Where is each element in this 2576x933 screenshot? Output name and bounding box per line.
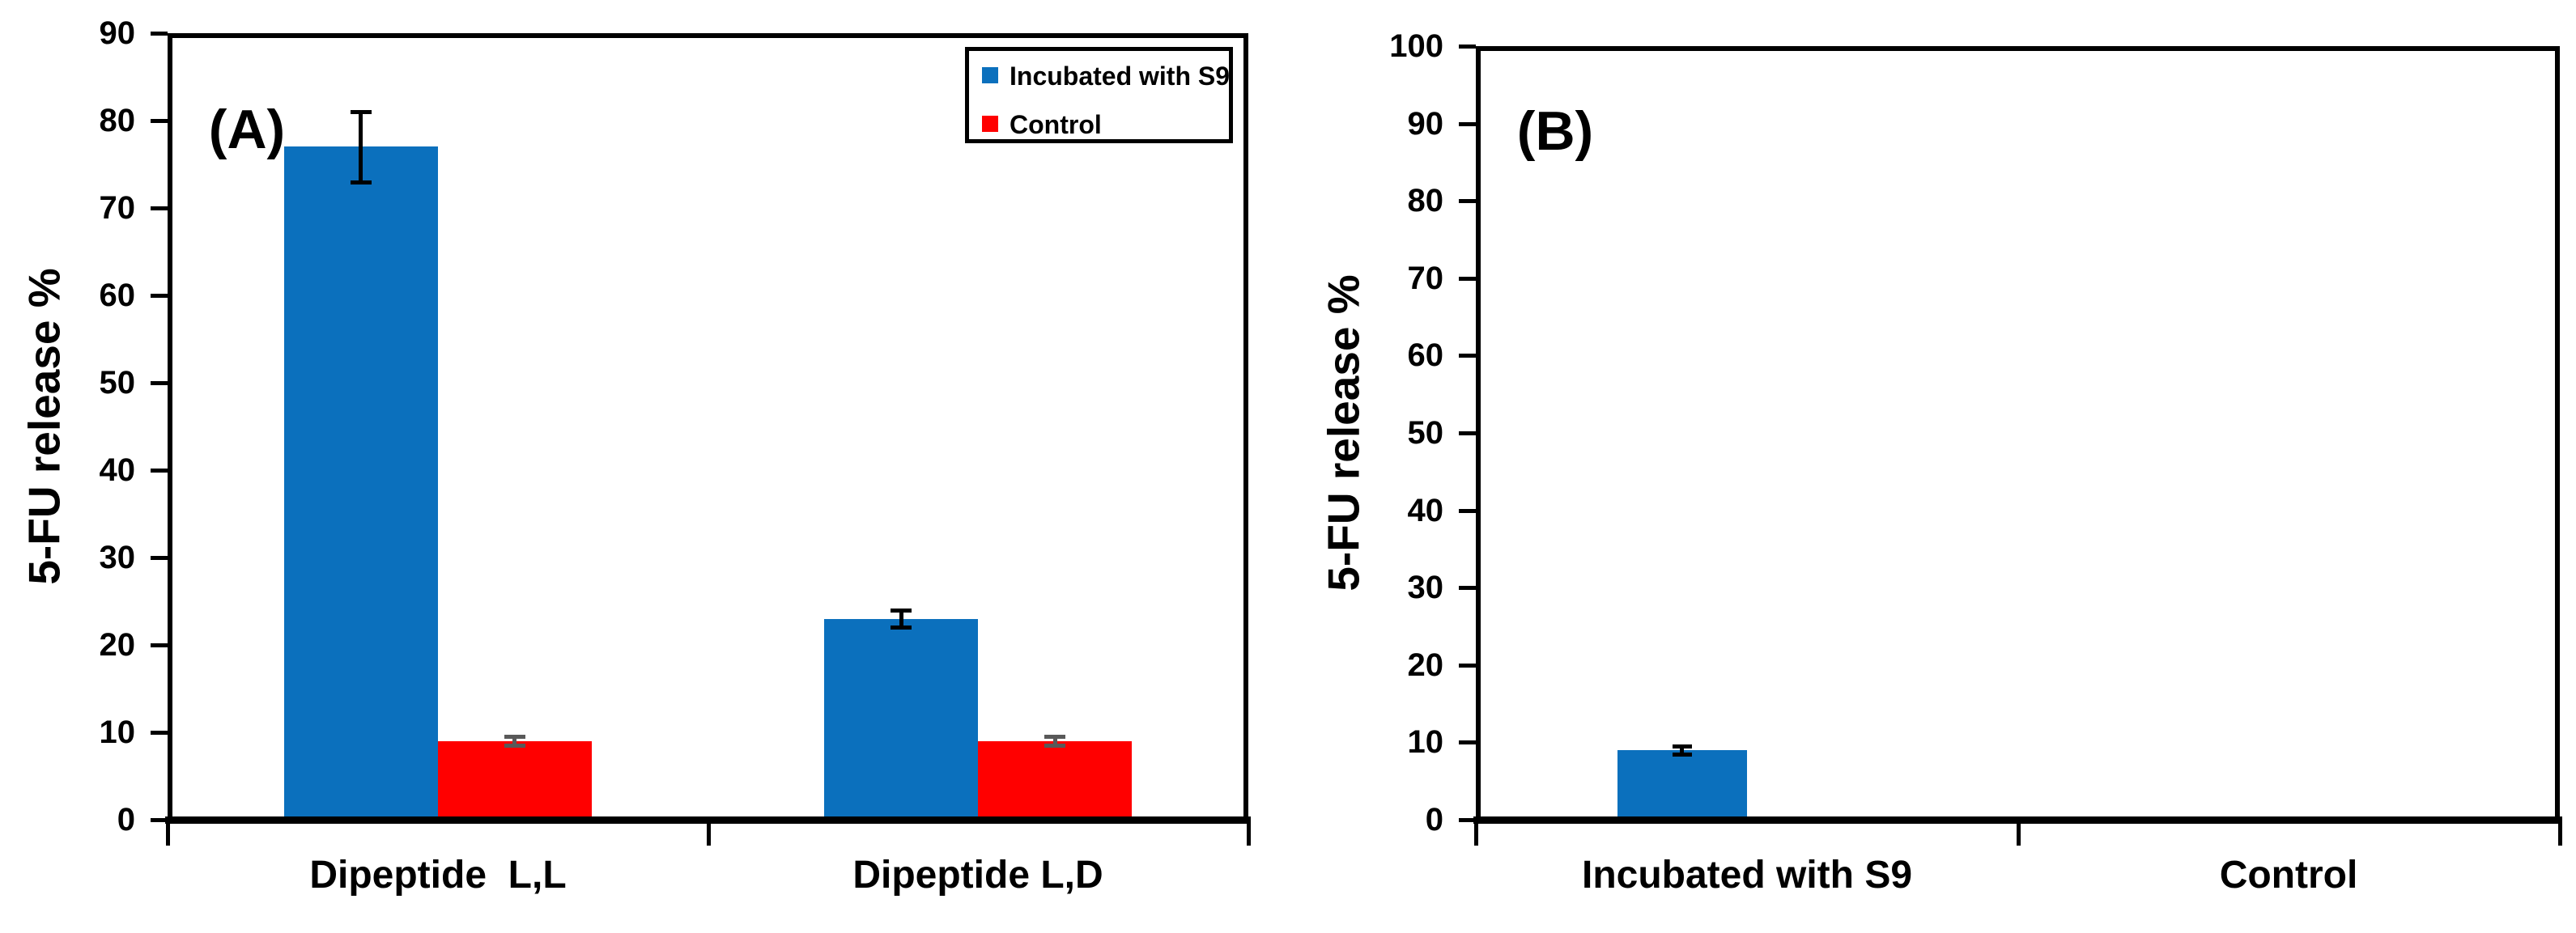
- panel-a-y-tick-label: 90: [99, 15, 136, 51]
- bar-a-incubated-with-s9-0: [283, 146, 438, 820]
- panel-a-y-tick: [151, 294, 168, 298]
- panel-a-y-tick-label: 60: [99, 278, 136, 313]
- panel-a-category-label-dipeptide-ld: Dipeptide L,D: [852, 854, 1103, 897]
- panel-b-y-tick-label: 90: [1407, 105, 1444, 142]
- panel-b-y-tick: [1459, 740, 1476, 745]
- panel-b-y-tick-label: 0: [1425, 802, 1443, 838]
- panel-b-x-tick: [2558, 823, 2562, 846]
- panel-a-y-tick: [151, 643, 168, 647]
- error-bar-cap: [1044, 735, 1066, 740]
- error-bar: [359, 112, 363, 182]
- panel-b-y-tick: [1459, 586, 1476, 591]
- panel-b-y-tick: [1459, 276, 1476, 281]
- panel-b-y-tick: [1459, 818, 1476, 822]
- panel-a-y-tick: [151, 556, 168, 560]
- legend-swatch-control: [982, 116, 998, 132]
- panel-b-y-tick: [1459, 663, 1476, 668]
- legend-label-control: Control: [1010, 110, 1102, 139]
- panel-b-y-tick-label: 60: [1407, 337, 1444, 374]
- panel-b-category-label-incubated-with-s9: Incubated with S9: [1581, 854, 1913, 897]
- legend-box: Incubated with S9 Control: [965, 47, 1233, 143]
- bar-a-control-0: [437, 740, 592, 820]
- panel-a-plot-area: [168, 33, 1248, 820]
- panel-a-y-tick-label: 20: [99, 627, 136, 663]
- panel-a-y-tick: [151, 469, 168, 473]
- panel-b-y-tick-label: 50: [1407, 415, 1444, 451]
- error-bar-cap: [350, 110, 372, 115]
- error-bar: [1052, 736, 1057, 746]
- error-bar-cap: [1044, 744, 1066, 749]
- error-bar-cap: [891, 608, 912, 613]
- panel-a-y-tick-label: 40: [99, 452, 136, 488]
- panel-a-x-tick: [706, 823, 711, 846]
- panel-b-y-tick: [1459, 431, 1476, 435]
- error-bar-cap: [1672, 744, 1692, 749]
- legend-swatch-incubated-with-s9: [982, 67, 998, 83]
- panel-b-x-tick: [2016, 823, 2021, 846]
- error-bar: [899, 609, 903, 628]
- panel-a-letter: (A): [208, 99, 286, 160]
- panel-a-y-tick-label: 10: [99, 715, 136, 750]
- panel-a-y-tick-label: 30: [99, 540, 136, 575]
- panel-b-plot-area: [1476, 46, 2560, 820]
- panel-b-y-tick: [1459, 508, 1476, 513]
- panel-a-y-tick: [151, 381, 168, 385]
- panel-b-y-tick: [1459, 45, 1476, 49]
- error-bar: [1680, 746, 1685, 754]
- panel-a-x-tick: [166, 823, 170, 846]
- panel-a-y-tick-label: 70: [99, 190, 136, 226]
- panel-a-y-tick: [151, 32, 168, 36]
- panel-b-y-tick: [1459, 121, 1476, 126]
- panel-b-category-label-control: Control: [2219, 854, 2358, 897]
- panel-a-y-tick: [151, 818, 168, 822]
- panel-b-y-tick-label: 20: [1407, 647, 1444, 683]
- legend-label-incubated-with-s9: Incubated with S9: [1010, 61, 1231, 91]
- panel-a-y-tick-label: 80: [99, 103, 136, 138]
- error-bar-cap: [504, 744, 525, 749]
- bar-a-incubated-with-s9-1: [824, 618, 979, 820]
- bar-b-incubated-with-s9-0: [1617, 749, 1747, 820]
- panel-a-y-axis-title: 5-FU release %: [19, 268, 70, 585]
- panel-a-x-tick: [1247, 823, 1251, 846]
- error-bar-cap: [891, 626, 912, 630]
- bar-a-control-1: [978, 740, 1133, 820]
- panel-b-y-tick-label: 40: [1407, 492, 1444, 528]
- panel-a-x-axis-line: [165, 816, 1251, 824]
- panel-b-y-tick: [1459, 354, 1476, 358]
- panel-a-y-tick-label: 50: [99, 365, 136, 401]
- panel-b-letter: (B): [1516, 100, 1594, 162]
- panel-b-y-tick-label: 30: [1407, 570, 1444, 606]
- panel-a-y-tick: [151, 119, 168, 123]
- panel-b-y-tick-label: 10: [1407, 724, 1444, 761]
- panel-a-y-tick: [151, 731, 168, 735]
- error-bar-cap: [350, 180, 372, 184]
- error-bar-cap: [1672, 752, 1692, 757]
- panel-a-y-tick: [151, 206, 168, 210]
- error-bar: [512, 736, 517, 746]
- panel-b-y-tick-label: 100: [1389, 28, 1443, 64]
- panel-b-x-axis-line: [1473, 816, 2562, 824]
- error-bar-cap: [504, 735, 525, 740]
- panel-b-y-tick: [1459, 199, 1476, 204]
- panel-a-y-tick-label: 0: [117, 802, 135, 838]
- panel-b-y-tick-label: 80: [1407, 183, 1444, 219]
- panel-a-category-label-dipeptide-ll: Dipeptide L,L: [309, 854, 567, 897]
- panel-b-x-tick: [1474, 823, 1478, 846]
- panel-b-y-tick-label: 70: [1407, 260, 1444, 296]
